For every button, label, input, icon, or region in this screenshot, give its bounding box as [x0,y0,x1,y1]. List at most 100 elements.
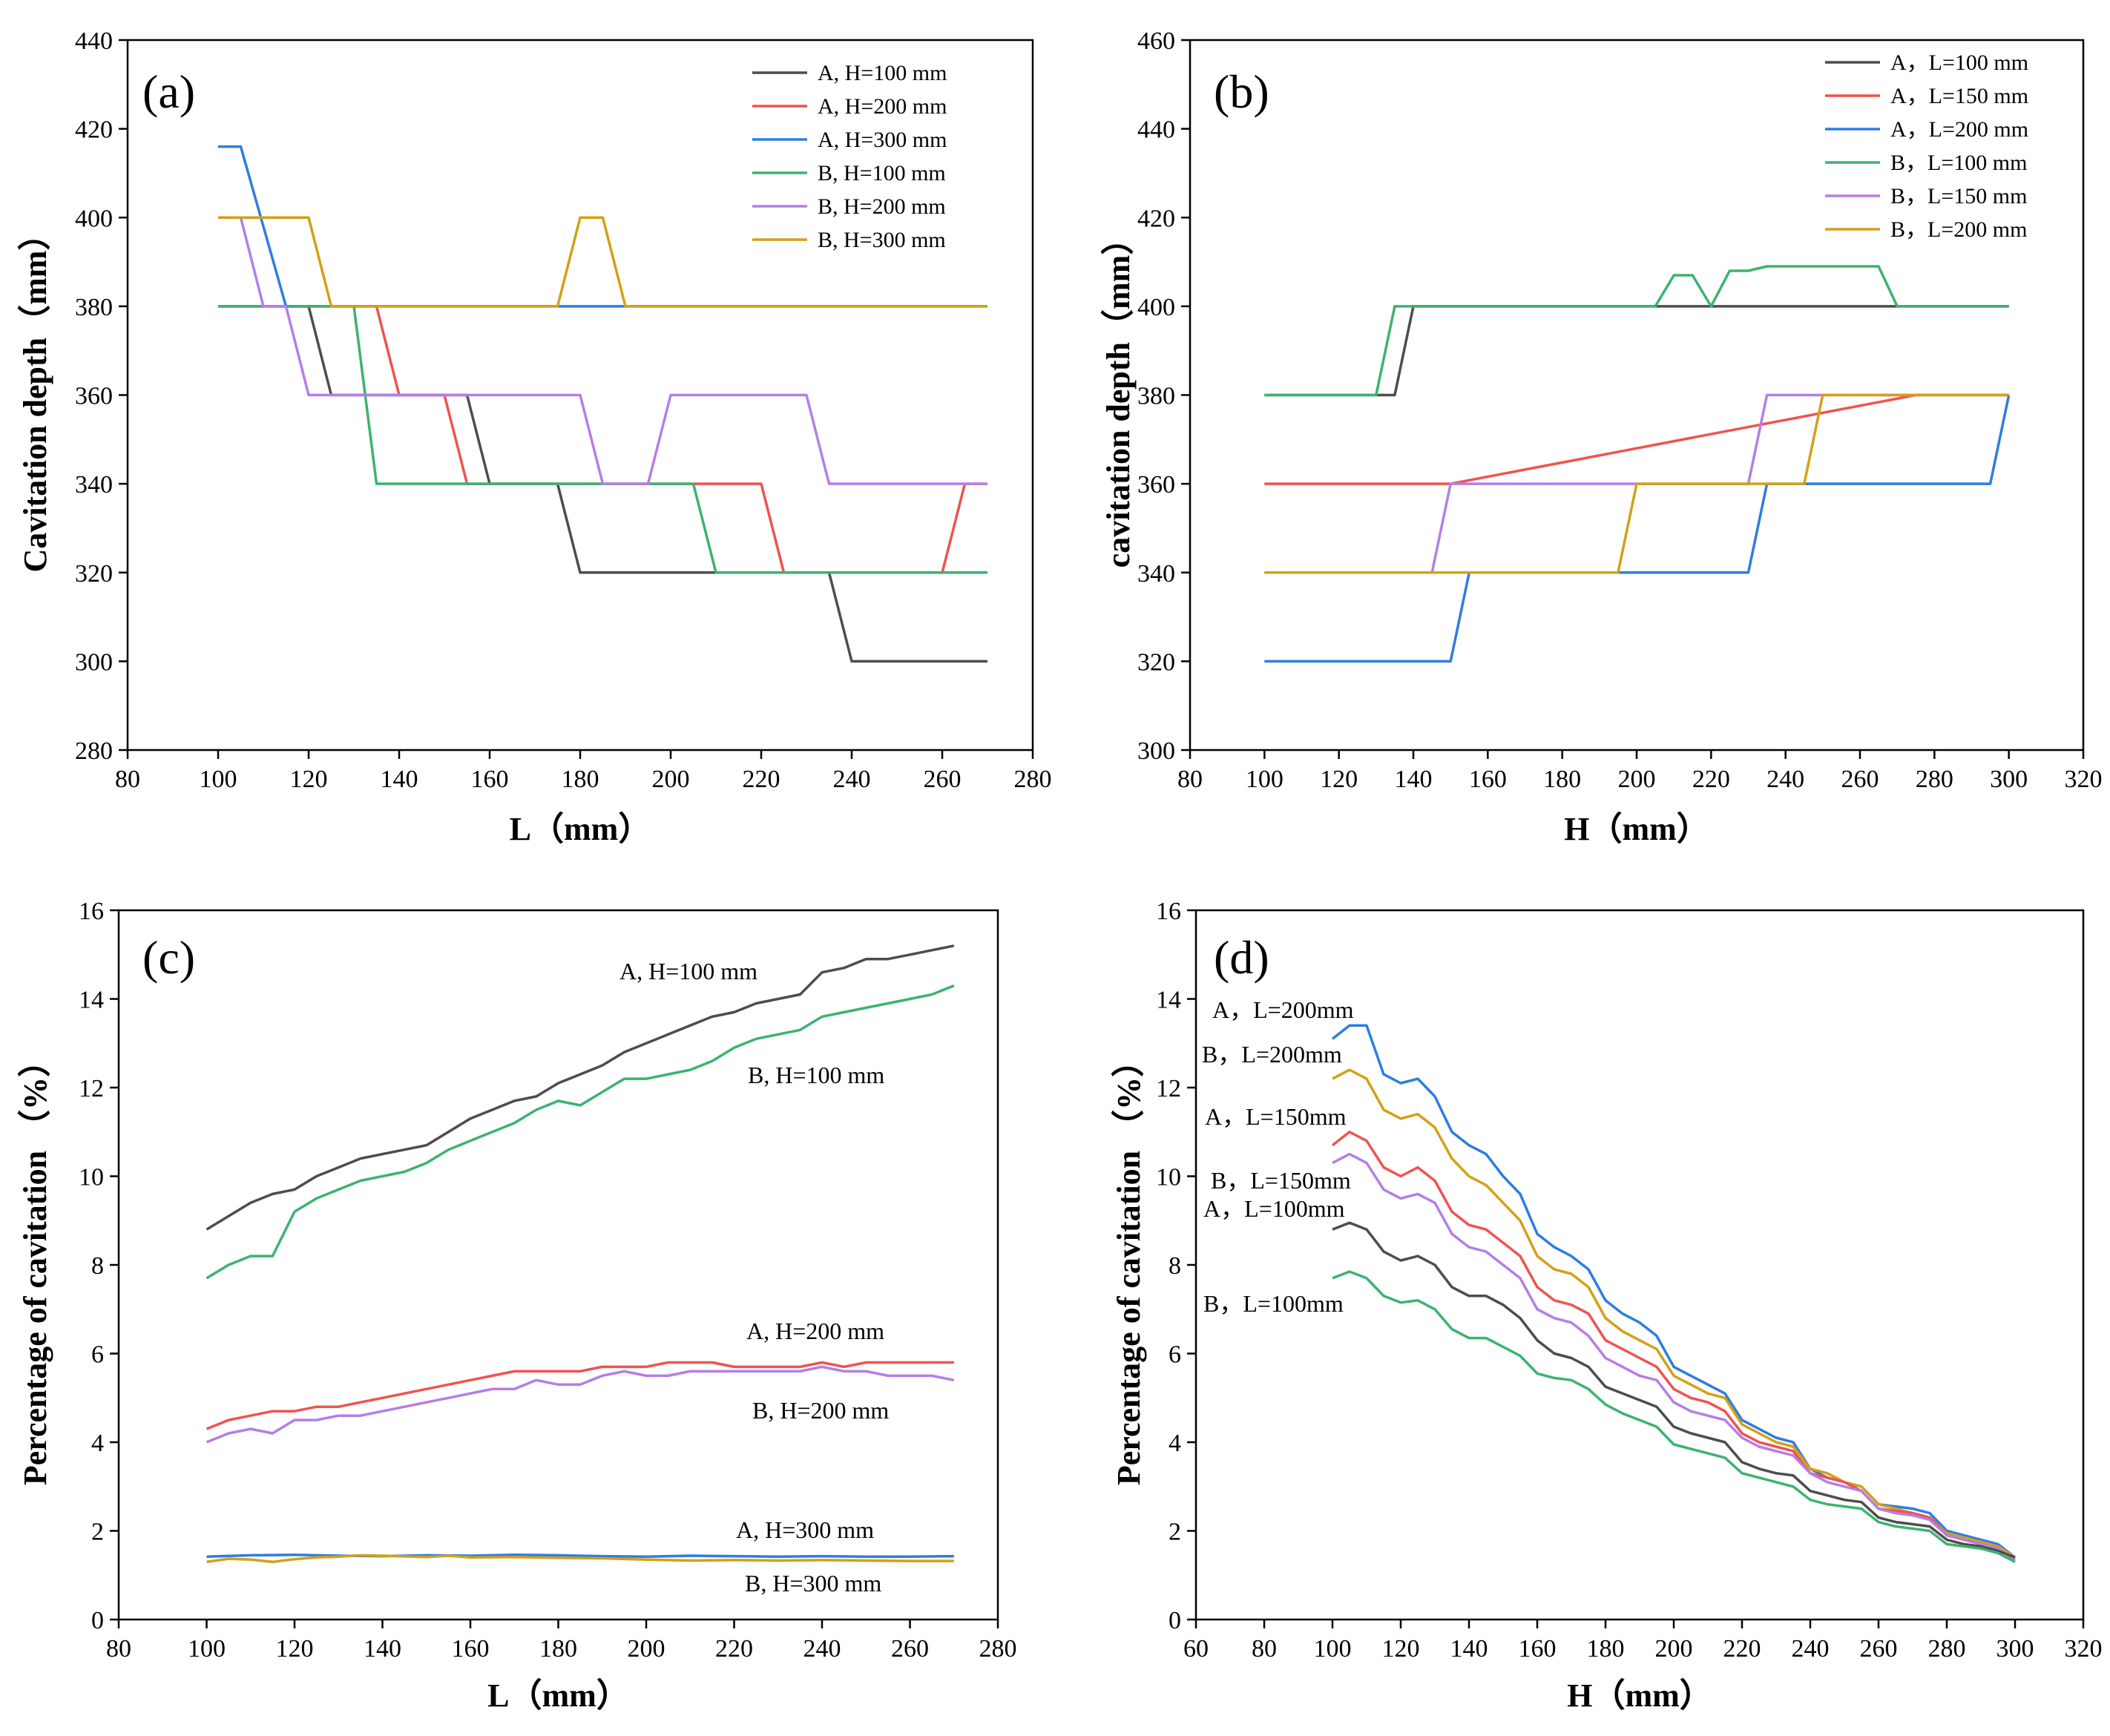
series-line-5 [218,216,987,485]
series-line-4 [1332,1152,2016,1561]
x-tick-label: 100 [1314,1635,1352,1663]
series-annotation: A, H=100 mm [619,958,757,984]
x-tick-label: 280 [1014,766,1052,793]
series-line-2 [1332,1068,2016,1559]
series-annotation: A, H=300 mm [736,1516,874,1543]
series-line-3 [206,1361,954,1430]
y-tick-label: 360 [75,383,113,410]
y-tick-label: 460 [1137,27,1175,55]
plot-frame [117,909,999,1621]
x-tick-label: 80 [115,766,140,793]
series-annotation: A，L=150mm [1205,1103,1347,1130]
y-tick-label: 400 [1137,294,1175,321]
x-axis-title: H（mm） [1564,811,1709,847]
series-line-6 [218,216,987,308]
x-tick-label: 200 [1618,766,1656,793]
series-annotation: B，L=100mm [1203,1290,1344,1317]
legend-entry: B, H=200 mm [818,194,946,219]
series-line-4 [218,305,987,574]
x-tick-label: 260 [1860,1635,1898,1663]
x-tick-label: 180 [1543,766,1581,793]
x-tick-label: 180 [1587,1635,1625,1663]
x-tick-label: 300 [1996,1635,2034,1663]
x-tick-label: 200 [652,766,690,793]
x-tick-label: 260 [1841,766,1879,793]
y-tick-label: 300 [1137,737,1175,765]
series-annotation: A，L=100mm [1203,1195,1345,1222]
y-tick-label: 300 [75,648,113,676]
y-tick-label: 4 [91,1430,104,1457]
series-annotation: A, H=200 mm [746,1318,884,1344]
legend: A，L=100 mm A，L=150 mm A，L=200 mm B，L=100 mm… [1825,50,2028,242]
x-tick-label: 180 [562,766,599,793]
x-tick-label: 140 [364,1635,401,1663]
x-tick-label: 220 [715,1635,753,1663]
legend-entry: A，L=100 mm [1890,50,2028,75]
x-axis-title: L（mm） [510,811,651,847]
series-line-6 [1264,393,2009,574]
y-tick-label: 12 [79,1075,104,1102]
series-annotation: B，L=200mm [1202,1041,1342,1068]
legend-entry: B，L=200 mm [1890,217,2027,242]
y-tick-label: 340 [1137,560,1175,588]
series-line-2 [1264,393,2009,485]
y-tick-label: 8 [91,1252,104,1280]
y-tick-label: 6 [1169,1341,1181,1369]
legend-entry: A, H=100 mm [818,61,947,85]
y-tick-label: 340 [75,471,113,499]
x-tick-label: 120 [290,766,328,793]
series-annotation: B, H=200 mm [752,1397,889,1424]
chart-panel-4: 60 80 100 120 140 160 180 200 220 240 260 280 300 320… [1111,898,2103,1714]
y-tick-label: 400 [75,205,113,232]
y-axis-title: Percentage of cavitation （%） [17,1045,53,1485]
x-tick-label: 120 [1382,1635,1420,1663]
y-tick-label: 2 [91,1519,104,1546]
y-tick-label: 380 [75,294,113,321]
chart-panel-3: 80 100 120 140 160 180 200 220 240 260 280 0 2 4 6 8 10 1… [17,898,1017,1714]
legend-entry: B, H=300 mm [818,228,946,252]
series-annotation: B, H=300 mm [745,1570,881,1597]
series-annotation: A，L=200mm [1212,996,1354,1023]
series-line-4 [206,1365,955,1444]
x-tick-label: 160 [1519,1635,1557,1663]
x-tick-label: 320 [2065,1635,2103,1663]
y-tick-label: 320 [75,560,113,588]
y-tick-label: 420 [1137,205,1175,232]
y-tick-label: 440 [75,27,113,55]
series-line-3 [1264,395,2011,663]
x-tick-label: 260 [891,1635,929,1663]
series-line-6 [1332,1270,2016,1563]
series-annotation: B，L=150mm [1211,1167,1351,1194]
y-tick-label: 420 [75,116,113,144]
y-tick-label: 12 [1156,1075,1181,1102]
chart-panel-1: 80 100 120 140 160 180 200 220 240 260 280 280 300 32… [17,27,1052,847]
x-tick-label: 140 [1450,1635,1488,1663]
series-annotation: B, H=100 mm [748,1062,884,1088]
x-tick-label: 160 [1469,766,1507,793]
x-tick-label: 60 [1183,1635,1209,1663]
y-tick-label: 10 [79,1164,104,1191]
y-tick-label: 6 [91,1341,104,1369]
series-line-4 [1264,265,2009,397]
series-line-1 [206,944,955,1231]
series-line-1 [1331,1024,2017,1559]
legend-entry: A，L=150 mm [1890,84,2028,108]
legend: A, H=100 mm A, H=200 mm A, H=300 mm B, H=10… [752,61,947,252]
y-tick-label: 14 [1156,987,1181,1014]
x-tick-label: 180 [539,1635,577,1663]
panel-label: (b) [1214,65,1269,118]
x-tick-label: 220 [743,766,780,793]
series-line-2 [206,984,955,1280]
x-tick-label: 140 [1395,766,1433,793]
y-tick-label: 16 [79,898,104,925]
x-tick-label: 240 [1792,1635,1830,1663]
x-tick-label: 80 [106,1635,131,1663]
y-axis-title: cavitation depth（mm） [1100,223,1137,568]
x-tick-label: 120 [1320,766,1358,793]
y-tick-label: 14 [79,987,104,1014]
legend-entry: B，L=100 mm [1890,151,2027,175]
legend-entry: B, H=100 mm [818,161,946,185]
x-tick-label: 280 [1916,766,1953,793]
x-tick-label: 300 [1990,766,2028,793]
